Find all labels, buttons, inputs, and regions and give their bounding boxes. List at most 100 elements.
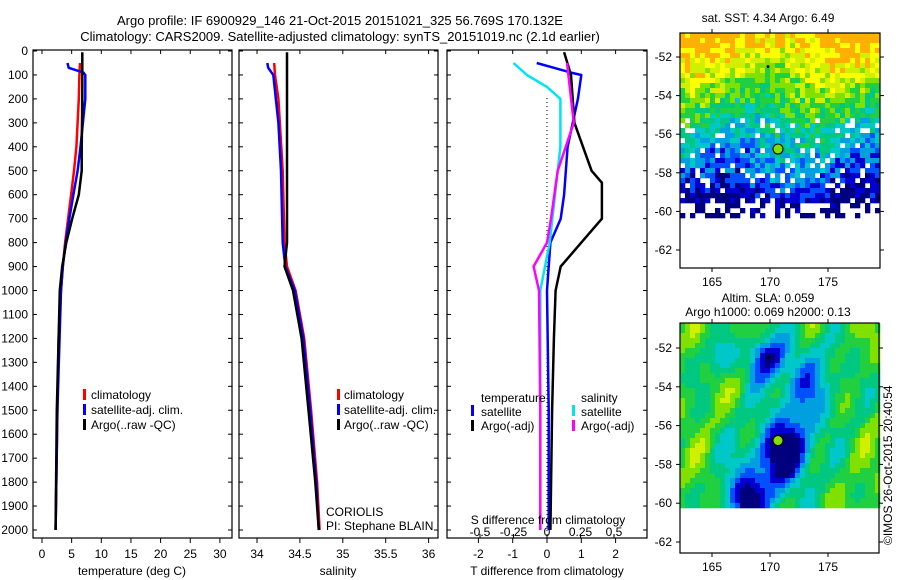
map-cell [775,358,781,364]
map-cell [765,408,771,414]
map-cell [755,388,761,394]
map-cell [805,128,811,134]
map-cell [840,378,846,384]
map-cell [710,158,716,164]
map-cell [830,358,836,364]
map-cell [725,33,731,39]
map-cell [695,388,701,394]
map-cell [865,403,871,409]
map-cell [715,73,721,79]
map-cell [840,33,846,39]
float-track-point [766,356,770,360]
map-cell [840,148,846,154]
x-tick-label: 10 [95,547,109,561]
map-cell [790,108,796,114]
map-cell [860,323,866,329]
map-cell [750,398,756,404]
map-cell [715,408,721,414]
map-cell [830,348,836,354]
map-cell [875,158,881,164]
map-cell [710,78,716,84]
map-cell [730,63,736,69]
map-cell [735,163,741,169]
x-tick-label: 30 [213,547,227,561]
map-cell [745,458,751,464]
map-cell [820,113,826,119]
map-cell [815,368,821,374]
map-cell [835,478,841,484]
map-cell [725,343,731,349]
map-cell [700,448,706,454]
map-cell [715,378,721,384]
map-cell [760,323,766,329]
map-cell [690,463,696,469]
map-cell [760,203,766,209]
map-cell [795,118,801,124]
map-cell [735,398,741,404]
map-cell [705,483,711,489]
map-cell [855,448,861,454]
map-cell [735,53,741,59]
map-cell [875,438,881,444]
map-cell [735,408,741,414]
map-cell [865,33,871,39]
map-cell [720,98,726,104]
map-cell [875,468,881,474]
map-cell [730,453,736,459]
map-cell [835,463,841,469]
map-cell [745,438,751,444]
map-cell [695,463,701,469]
map-cell [815,123,821,129]
map-cell [860,433,866,439]
map-cell [730,363,736,369]
map-cell [795,408,801,414]
map-cell [855,383,861,389]
map-cell [680,418,686,424]
map-cell [795,128,801,134]
map-cell [835,393,841,399]
series-line-t-argo-adj- [549,51,604,531]
map-cell [740,128,746,134]
map-cell [750,213,756,219]
map-cell [755,368,761,374]
map-cell [705,363,711,369]
map-cell [790,58,796,64]
map-cell [875,328,881,334]
map-cell [760,468,766,474]
map-cell [705,453,711,459]
map-cell [840,63,846,69]
map-cell [730,403,736,409]
map-cell [720,463,726,469]
map-cell [795,183,801,189]
map-cell [840,403,846,409]
y-tick-label: 1000 [1,284,28,298]
map-cell [810,58,816,64]
map-cell [760,418,766,424]
map-cell [695,493,701,499]
map-cell [725,368,731,374]
map-cell [840,358,846,364]
map-cell [870,413,876,419]
map-cell [690,188,696,194]
map-cell [805,483,811,489]
map-cell [790,133,796,139]
x-tick-label: 34.5 [288,547,312,561]
map-cell [775,78,781,84]
map-cell [825,163,831,169]
map-cell [770,48,776,54]
map-cell [765,483,771,489]
map-cell [835,498,841,504]
map-cell [710,118,716,124]
map-cell [795,403,801,409]
map-cell [705,373,711,379]
map-cell [700,83,706,89]
map-cell [705,193,711,199]
map-cell [850,343,856,349]
map-cell [770,428,776,434]
map-cell [755,98,761,104]
map-cell [845,408,851,414]
map-cell [700,463,706,469]
map-cell [840,188,846,194]
map-cell [680,38,686,44]
map-cell [830,68,836,74]
